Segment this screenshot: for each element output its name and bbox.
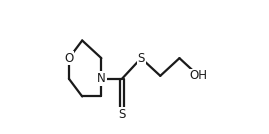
Text: S: S — [118, 108, 126, 121]
Text: N: N — [97, 72, 106, 85]
Text: O: O — [64, 52, 73, 65]
Text: OH: OH — [190, 69, 208, 82]
Text: S: S — [137, 52, 145, 65]
